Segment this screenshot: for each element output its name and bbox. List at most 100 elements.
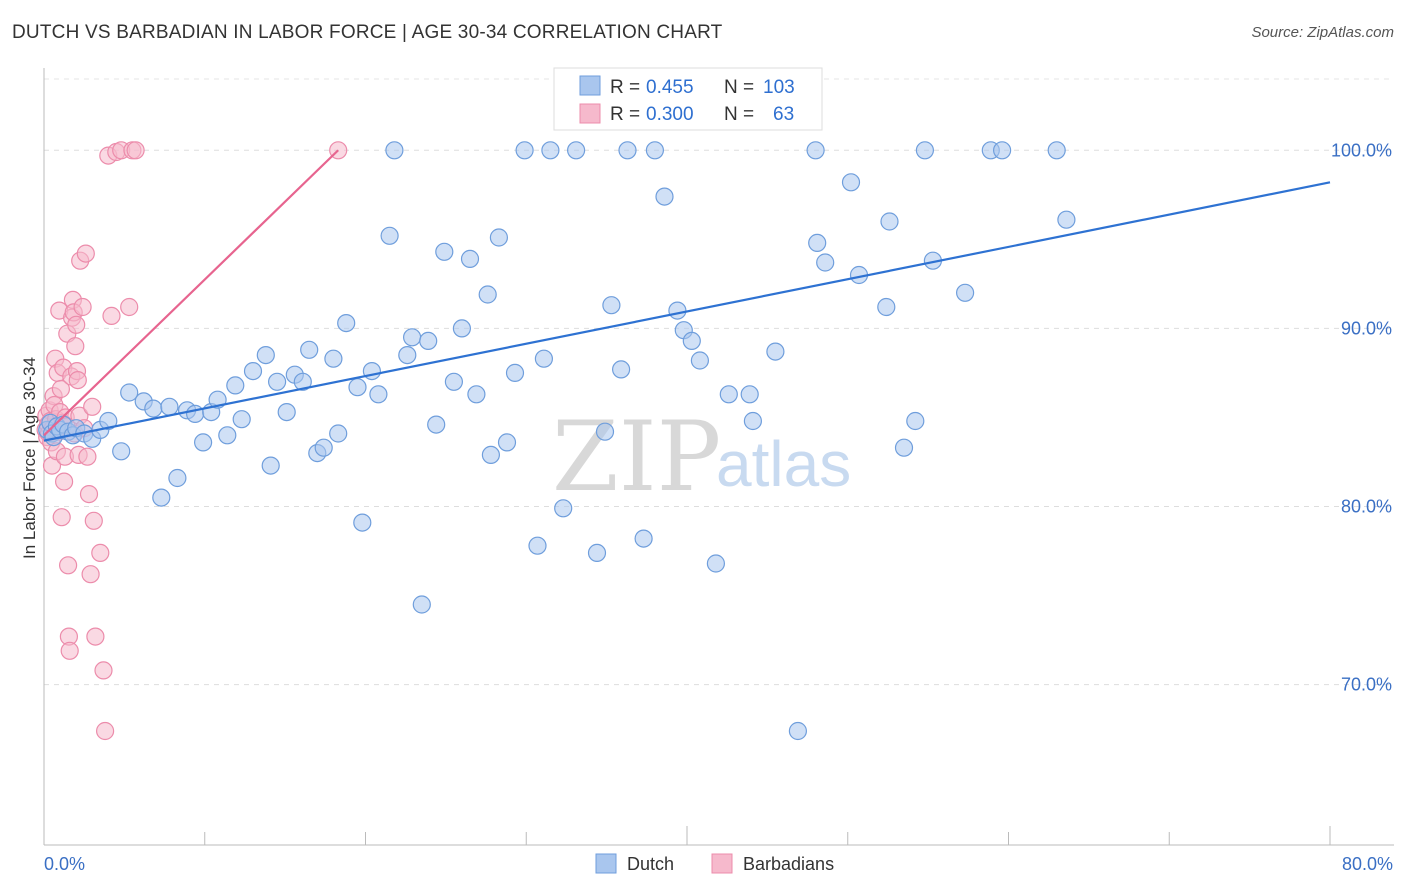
barbadians-point-56	[102, 306, 121, 325]
dutch-point-26	[218, 426, 237, 445]
dutch-point-72	[611, 360, 631, 379]
gridlines	[44, 78, 1394, 686]
dutch-point-14	[112, 442, 131, 461]
dutch-point-15	[120, 383, 139, 402]
dutch-point-66	[541, 141, 560, 160]
dutch-point-19	[160, 397, 179, 416]
series-legend: Dutch Barbadians	[595, 853, 834, 874]
barbadians-point-52	[91, 543, 110, 563]
dutch-point-28	[232, 410, 251, 429]
dutch-point-63	[515, 141, 534, 160]
bottom-legend-label-dutch: Dutch	[627, 854, 674, 874]
dutch-point-47	[385, 141, 404, 160]
dutch-point-67	[554, 499, 573, 518]
dutch-trend-line	[43, 181, 1331, 442]
barbadians-trend-line	[43, 149, 339, 437]
dutch-point-45	[369, 385, 388, 404]
barbadians-point-46	[78, 447, 97, 466]
dutch-point-94	[894, 438, 914, 457]
y-tick-label-70: 70.0%	[1341, 675, 1392, 695]
dutch-point-62	[505, 363, 525, 382]
dutch-point-98	[955, 283, 975, 302]
legend-r-label-dutch: R =	[610, 77, 640, 98]
dutch-point-61	[497, 433, 517, 452]
dutch-point-30	[256, 346, 275, 365]
x-axis-ticks	[43, 826, 1331, 845]
dutch-points	[38, 141, 1076, 741]
dutch-point-85	[766, 342, 785, 361]
dutch-point-54	[444, 372, 463, 391]
barbadians-point-54	[95, 721, 115, 741]
y-tick-label-90: 90.0%	[1341, 318, 1392, 338]
stats-legend: R = 0.455 N = 103 R = 0.300 N = 63	[553, 67, 823, 131]
dutch-point-52	[427, 415, 446, 434]
dutch-point-73	[618, 141, 637, 160]
dutch-point-65	[534, 349, 554, 368]
legend-swatch-dutch	[579, 75, 601, 96]
dutch-point-93	[880, 212, 899, 231]
barbadians-point-50	[84, 511, 103, 530]
y-tick-labels: 70.0% 80.0% 90.0% 100.0%	[1331, 140, 1392, 694]
dutch-point-41	[337, 314, 356, 333]
barbadians-point-23	[54, 472, 74, 491]
dutch-point-36	[300, 340, 319, 359]
bottom-legend-swatch-barbadians	[711, 853, 733, 874]
dutch-point-86	[788, 721, 808, 741]
dutch-point-39	[324, 349, 343, 368]
dutch-point-74	[634, 529, 653, 548]
dutch-point-96	[915, 141, 935, 160]
barbadians-point-45	[76, 244, 95, 263]
legend-r-label-barbadians: R =	[610, 104, 640, 125]
dutch-point-81	[706, 554, 726, 573]
y-tick-label-100: 100.0%	[1331, 140, 1392, 160]
dutch-point-87	[806, 141, 825, 160]
dutch-point-100	[992, 141, 1012, 160]
dutch-point-46	[380, 226, 399, 245]
barbadians-point-43	[73, 297, 92, 317]
legend-n-value-barbadians: 63	[773, 104, 794, 125]
dutch-point-80	[690, 351, 710, 370]
dutch-point-57	[467, 385, 486, 404]
legend-n-label-dutch: N =	[724, 77, 754, 98]
barbadians-point-20	[52, 508, 71, 527]
dutch-point-18	[152, 488, 171, 507]
dutch-point-38	[314, 438, 333, 457]
dutch-point-27	[226, 376, 245, 395]
dutch-point-23	[194, 433, 213, 452]
dutch-point-69	[587, 543, 607, 563]
x-tick-label-min: 0.0%	[44, 854, 85, 874]
dutch-point-75	[645, 141, 665, 160]
dutch-point-53	[435, 242, 454, 261]
dutch-point-77	[668, 301, 687, 320]
dutch-point-49	[403, 328, 422, 347]
dutch-point-102	[1057, 210, 1076, 229]
legend-swatch-barbadians	[579, 103, 601, 124]
dutch-point-92	[877, 297, 896, 317]
barbadians-point-49	[83, 397, 102, 416]
dutch-point-58	[478, 285, 497, 304]
dutch-point-42	[348, 378, 367, 397]
dutch-point-55	[452, 319, 471, 338]
barbadians-point-47	[79, 485, 99, 504]
barbadians-point-53	[94, 661, 113, 680]
barbadians-point-59	[120, 297, 139, 317]
barbadians-point-61	[126, 141, 145, 160]
dutch-point-79	[682, 331, 701, 350]
dutch-point-33	[277, 403, 296, 422]
dutch-point-40	[329, 424, 348, 443]
dutch-point-71	[602, 296, 621, 315]
barbadians-point-30	[60, 641, 79, 660]
dutch-point-20	[168, 468, 187, 488]
dutch-point-76	[655, 187, 674, 206]
y-tick-label-80: 80.0%	[1341, 497, 1392, 517]
dutch-point-56	[460, 249, 480, 268]
dutch-point-84	[743, 411, 763, 431]
dutch-point-31	[261, 456, 280, 475]
barbadians-point-28	[58, 556, 78, 575]
dutch-point-88	[808, 233, 827, 252]
bottom-legend-swatch-dutch	[595, 853, 617, 874]
dutch-point-64	[528, 536, 547, 555]
legend-r-value-dutch: 0.455	[646, 77, 694, 98]
dutch-point-51	[419, 331, 438, 350]
